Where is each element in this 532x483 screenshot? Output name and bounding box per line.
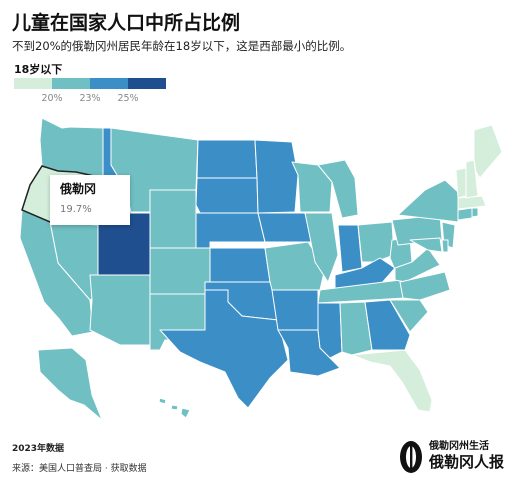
data-year-note: 2023年数据 bbox=[12, 444, 65, 454]
state-south-carolina[interactable] bbox=[389, 299, 429, 333]
state-texas[interactable] bbox=[159, 289, 289, 409]
legend-swatch-low bbox=[52, 78, 90, 89]
state-rhode-island[interactable] bbox=[471, 207, 479, 218]
state-south-dakota[interactable] bbox=[195, 177, 259, 214]
tooltip-state-value: 19.7% bbox=[60, 204, 92, 215]
source-line[interactable]: 来源：美国人口普查局 · 获取数据 bbox=[12, 464, 147, 474]
state-ohio[interactable] bbox=[357, 221, 395, 263]
state-north-carolina[interactable] bbox=[399, 271, 451, 301]
state-iowa[interactable] bbox=[257, 212, 313, 243]
brand-section-name: 俄勒冈州生活 bbox=[429, 441, 489, 452]
legend-tick-3: 25% bbox=[117, 93, 139, 104]
state-minnesota[interactable] bbox=[254, 139, 299, 214]
state-colorado[interactable] bbox=[149, 247, 211, 295]
state-new-york[interactable] bbox=[397, 179, 459, 223]
state-alaska[interactable] bbox=[37, 347, 103, 421]
page-subtitle: 不到20%的俄勒冈州居民年龄在18岁以下，这是西部最小的比例。 bbox=[12, 39, 352, 53]
state-north-dakota[interactable] bbox=[196, 139, 258, 179]
state-georgia[interactable] bbox=[364, 299, 411, 351]
state-florida[interactable] bbox=[351, 349, 433, 413]
state-hawaii[interactable] bbox=[158, 397, 191, 419]
state-arizona[interactable] bbox=[89, 274, 151, 346]
legend-swatch-lowest bbox=[14, 78, 52, 89]
page-title: 儿童在国家人口中所占比例 bbox=[12, 12, 241, 34]
state-illinois[interactable] bbox=[304, 212, 339, 283]
state-new-hampshire[interactable] bbox=[465, 159, 479, 199]
brand-name: 俄勒冈人报 bbox=[429, 453, 505, 471]
brand-block: 俄勒冈州生活 俄勒冈人报 bbox=[399, 437, 524, 475]
state-alabama[interactable] bbox=[339, 301, 373, 356]
state-michigan[interactable] bbox=[317, 159, 359, 219]
state-mississippi[interactable] bbox=[317, 302, 343, 359]
legend-tick-2: 23% bbox=[79, 93, 101, 104]
legend-swatch-high bbox=[90, 78, 128, 89]
legend-title: 18岁以下 bbox=[14, 63, 63, 76]
state-nebraska[interactable] bbox=[195, 212, 266, 249]
state-connecticut[interactable] bbox=[457, 207, 473, 221]
state-tooltip: 俄勒冈 19.7% bbox=[50, 175, 130, 225]
legend-tick-1: 20% bbox=[41, 93, 63, 104]
legend: 20% 23% 25% bbox=[14, 78, 166, 114]
state-maryland[interactable] bbox=[409, 237, 443, 253]
state-kansas[interactable] bbox=[209, 247, 271, 283]
publication-logo-icon bbox=[400, 441, 422, 473]
state-wyoming[interactable] bbox=[149, 189, 197, 249]
tooltip-state-name: 俄勒冈 bbox=[60, 182, 97, 196]
state-virginia[interactable] bbox=[394, 247, 441, 283]
state-california[interactable] bbox=[19, 209, 94, 337]
state-arkansas[interactable] bbox=[271, 289, 319, 331]
legend-swatch-highest bbox=[128, 78, 166, 89]
state-massachusetts[interactable] bbox=[457, 195, 487, 210]
state-vermont[interactable] bbox=[455, 167, 467, 199]
state-delaware[interactable] bbox=[441, 239, 449, 253]
state-maine[interactable] bbox=[473, 124, 503, 179]
